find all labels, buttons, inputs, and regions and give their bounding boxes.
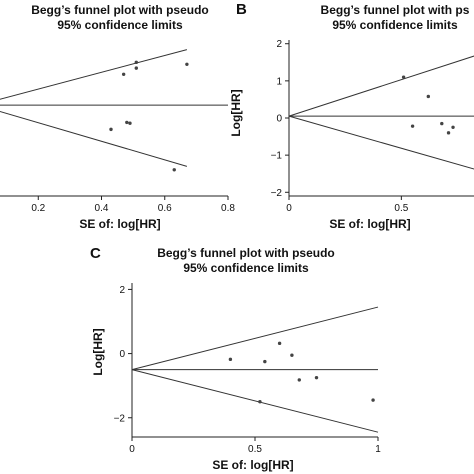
- panel-b-y-axis-title: Log[HR]: [229, 89, 243, 136]
- panel-a-plot-area: 0.2 0.4 0.6 0.8: [0, 49, 235, 214]
- panel-a-x-tick-label: 0.2: [31, 203, 45, 214]
- panel-b-lower-limit-line: [288, 115, 474, 170]
- panel-c-x-tick-label: 0.5: [248, 444, 262, 455]
- panel-b-study-point: [426, 94, 431, 99]
- panel-a: Begg’s funnel plot with pseudo 95% confi…: [0, 3, 235, 231]
- panel-a-study-point: [125, 120, 129, 125]
- panel-b-study-point: [440, 121, 444, 126]
- panel-c-study-point: [297, 378, 301, 382]
- panel-b-study-point: [410, 124, 415, 128]
- panel-c-lower-limit-line: [131, 369, 379, 433]
- panel-b-study-point: [451, 125, 455, 129]
- panel-a-title-line-1: Begg’s funnel plot with pseudo: [31, 3, 209, 17]
- panel-c-plot-area: 0 0.5 1 2 0 −2: [114, 283, 381, 455]
- panel-a-study-point: [134, 66, 138, 70]
- panel-b-study-point: [401, 75, 406, 79]
- panel-a-study-point: [134, 60, 138, 65]
- panel-a-study-point: [109, 127, 113, 132]
- panel-c-y-axis-title: Log[HR]: [91, 328, 105, 375]
- panel-c: C Begg’s funnel plot with pseudo 95% con…: [90, 245, 381, 472]
- panel-b-x-tick-label: 0.5: [394, 203, 408, 214]
- panel-b-study-point: [446, 131, 451, 135]
- panel-a-study-point: [121, 72, 126, 76]
- panel-c-study-point: [371, 398, 375, 402]
- panel-a-x-axis-title: SE of: log[HR]: [79, 217, 160, 231]
- panel-b-title-line-2: 95% confidence limits: [332, 18, 458, 32]
- panel-c-title-line-1: Begg’s funnel plot with pseudo: [157, 246, 335, 260]
- panel-a-upper-limit-line: [0, 49, 188, 100]
- panel-c-x-axis-title: SE of: log[HR]: [212, 458, 293, 472]
- panel-c-x-tick-label: 0: [129, 444, 135, 455]
- panel-a-study-point: [172, 168, 176, 172]
- panel-c-study-point: [228, 357, 233, 362]
- panel-b-upper-limit-line: [288, 55, 474, 117]
- panel-b-y-tick-label: 2: [276, 39, 282, 50]
- panel-b: B Begg’s funnel plot with ps 95% confide…: [229, 1, 474, 231]
- panel-b-x-tick-label: 0: [286, 203, 292, 214]
- panel-c-upper-limit-line: [131, 306, 379, 371]
- panel-c-study-point: [314, 375, 319, 380]
- panel-b-y-tick-label: 1: [276, 76, 282, 87]
- panel-a-study-point: [185, 62, 189, 66]
- panel-c-study-point: [290, 353, 294, 357]
- panel-c-title-line-2: 95% confidence limits: [183, 261, 309, 275]
- panel-b-title-line-1: Begg’s funnel plot with ps: [321, 3, 470, 17]
- panel-a-title-line-2: 95% confidence limits: [57, 18, 183, 32]
- panel-c-y-tick-label: 0: [119, 349, 125, 360]
- panel-a-x-tick-label: 0.6: [158, 203, 172, 214]
- panel-c-study-point: [277, 341, 282, 346]
- panel-b-y-tick-label: 0: [276, 114, 282, 125]
- panel-a-study-point: [128, 121, 132, 125]
- panel-c-x-tick-label: 1: [375, 444, 381, 455]
- panel-c-y-tick-label: 2: [119, 285, 125, 296]
- panel-a-x-tick-label: 0.8: [221, 203, 235, 214]
- panel-b-letter: B: [236, 1, 247, 18]
- panel-c-letter: C: [90, 245, 101, 262]
- panel-c-study-point: [263, 359, 267, 364]
- panel-c-study-point: [258, 400, 262, 404]
- panel-b-x-axis-title: SE of: log[HR]: [329, 217, 410, 231]
- panel-c-y-tick-label: −2: [114, 413, 126, 424]
- panel-a-lower-limit-line: [0, 110, 188, 167]
- panel-b-y-tick-label: −1: [271, 151, 283, 162]
- panel-a-x-tick-label: 0.4: [95, 203, 109, 214]
- panel-b-plot-area: 0 0.5 2 1 0 −1 −2: [271, 39, 474, 214]
- panel-b-y-tick-label: −2: [271, 188, 283, 199]
